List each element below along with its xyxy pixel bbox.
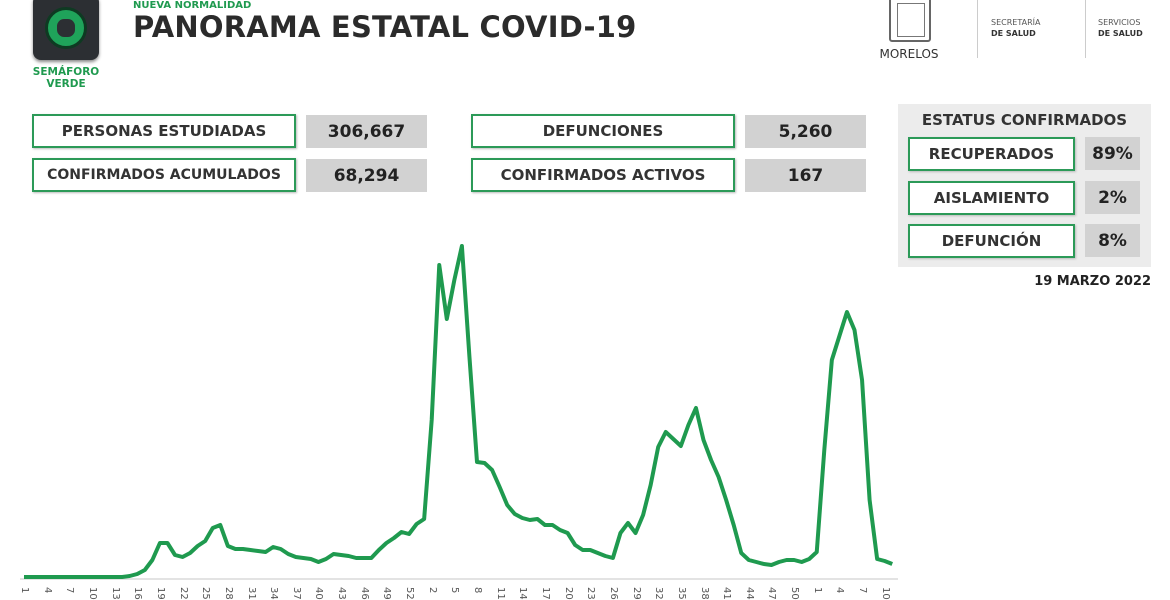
- x-tick-label: 7: [64, 587, 76, 594]
- x-tick-label: 4: [41, 587, 53, 594]
- status-label-recuperados: RECUPERADOS: [908, 137, 1075, 171]
- x-tick-label: 7: [857, 587, 869, 594]
- status-label-defuncion: DEFUNCIÓN: [908, 224, 1075, 258]
- dep2-line1: SERVICIOS: [1098, 18, 1141, 27]
- x-tick-label: 22: [177, 587, 189, 600]
- traffic-light-icon: [33, 0, 99, 60]
- stat-label-defunciones: DEFUNCIONES: [471, 114, 735, 148]
- page-title: PANORAMA ESTATAL COVID-19: [133, 10, 637, 44]
- x-tick-label: 46: [358, 587, 370, 600]
- stat-value-defunciones: 5,260: [745, 115, 866, 148]
- x-tick-label: 10: [879, 587, 891, 600]
- x-tick-label: 29: [630, 587, 642, 600]
- servicios-logo: SERVICIOS DE SALUD: [1098, 17, 1143, 39]
- x-tick-label: 11: [494, 587, 506, 600]
- dep1-line1: SECRETARÍA: [991, 18, 1041, 27]
- x-tick-label: 28: [222, 587, 234, 600]
- semaforo-line1: SEMÁFORO: [32, 66, 100, 78]
- x-tick-label: 1: [19, 587, 30, 594]
- x-tick-label: 52: [404, 587, 416, 600]
- status-label-aislamiento: AISLAMIENTO: [908, 181, 1075, 215]
- dep2-line2: DE SALUD: [1098, 29, 1143, 38]
- divider: [1085, 0, 1086, 58]
- x-tick-label: 25: [200, 587, 212, 600]
- stat-value-confirmados: 68,294: [306, 159, 427, 192]
- x-tick-label: 43: [336, 587, 348, 600]
- x-tick-label: 40: [313, 587, 325, 600]
- semaforo-label: SEMÁFORO VERDE: [20, 66, 112, 90]
- x-tick-label: 34: [268, 587, 280, 600]
- status-value-recuperados: 89%: [1085, 137, 1140, 170]
- semaforo-line2: VERDE: [46, 78, 86, 90]
- divider: [977, 0, 978, 58]
- x-tick-label: 23: [585, 587, 597, 600]
- stat-label-activos: CONFIRMADOS ACTIVOS: [471, 158, 735, 192]
- x-tick-label: 17: [539, 587, 551, 600]
- subtitle: NUEVA NORMALIDAD: [133, 0, 252, 11]
- x-tick-label: 19: [154, 587, 166, 600]
- x-tick-label: 31: [245, 587, 257, 600]
- x-tick-label: 20: [562, 587, 574, 600]
- x-tick-label: 49: [381, 587, 393, 600]
- x-tick-label: 13: [109, 587, 121, 600]
- report-date: 19 MARZO 2022: [1034, 274, 1151, 289]
- x-tick-label: 2: [426, 587, 438, 594]
- x-tick-label: 8: [472, 587, 483, 594]
- stat-value-personas: 306,667: [306, 115, 427, 148]
- stat-label-personas: PERSONAS ESTUDIADAS: [32, 114, 296, 148]
- series-line: [24, 244, 893, 579]
- x-tick-label: 10: [86, 587, 98, 600]
- x-tick-label: 26: [607, 587, 619, 600]
- dep1-line2: DE SALUD: [991, 29, 1036, 38]
- x-tick-label: 4: [834, 587, 846, 594]
- x-tick-label: 35: [675, 587, 687, 600]
- x-tick-label: 50: [789, 587, 801, 600]
- x-tick-label: 44: [743, 587, 755, 600]
- secretaria-logo: SECRETARÍA DE SALUD: [991, 17, 1040, 39]
- x-tick-label: 1: [811, 587, 823, 594]
- x-tick-label: 32: [653, 587, 665, 600]
- x-tick-label: 16: [132, 587, 144, 600]
- morelos-seal-icon: [889, 0, 931, 42]
- status-value-defuncion: 8%: [1085, 224, 1140, 257]
- stat-label-confirmados: CONFIRMADOS ACUMULADOS: [32, 158, 296, 192]
- stat-value-activos: 167: [745, 159, 866, 192]
- status-title: ESTATUS CONFIRMADOS: [921, 111, 1128, 129]
- x-tick-label: 47: [766, 587, 778, 600]
- x-tick-label: 37: [290, 587, 302, 600]
- x-tick-label: 14: [517, 587, 529, 600]
- x-tick-label: 5: [449, 587, 461, 594]
- x-tick-label: 41: [721, 587, 733, 600]
- status-value-aislamiento: 2%: [1085, 181, 1140, 214]
- state-logo-text: MORELOS: [879, 47, 939, 61]
- x-tick-label: 38: [698, 587, 710, 600]
